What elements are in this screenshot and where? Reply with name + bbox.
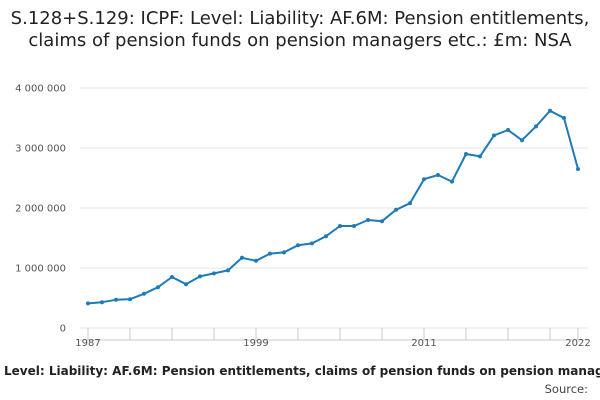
data-point <box>366 218 370 222</box>
data-point <box>436 173 440 177</box>
data-point <box>254 258 258 263</box>
data-point <box>520 138 524 143</box>
data-point <box>212 271 216 276</box>
y-tick-label: 0 <box>60 324 66 335</box>
data-point <box>380 219 384 224</box>
x-tick-label: 2022 <box>565 338 590 349</box>
data-point <box>422 177 426 182</box>
data-point <box>506 128 510 132</box>
data-point <box>464 152 468 156</box>
data-point <box>226 268 230 273</box>
y-axis-ticks: 0 1 000 000 2 000 000 3 000 000 4 000 000 <box>15 84 66 335</box>
series-group <box>86 108 580 306</box>
data-point <box>296 243 300 248</box>
data-point <box>548 108 552 113</box>
source-label: Source: <box>544 382 588 396</box>
data-point <box>576 167 580 171</box>
x-tick-label: 2011 <box>411 338 436 349</box>
data-point <box>478 154 482 159</box>
x-axis: 1987 1999 2011 2022 <box>75 328 591 349</box>
data-point <box>268 251 272 256</box>
data-point <box>310 241 314 246</box>
data-point <box>86 301 90 306</box>
series-line <box>87 109 579 305</box>
y-tick-label: 3 000 000 <box>15 144 66 155</box>
chart-title: S.128+S.129: ICPF: Level: Liability: AF.… <box>10 8 590 51</box>
data-point <box>562 116 566 120</box>
data-point <box>198 274 202 279</box>
data-point <box>114 297 118 302</box>
legend-label: Level: Liability: AF.6M: Pension entitle… <box>4 364 600 378</box>
data-point <box>338 224 342 228</box>
data-point <box>534 124 538 129</box>
y-tick-label: 1 000 000 <box>15 264 66 275</box>
grid-lines <box>80 87 588 329</box>
data-point <box>142 291 146 296</box>
x-tick-label: 1999 <box>243 338 268 349</box>
data-point <box>156 285 160 290</box>
data-point <box>184 282 188 287</box>
data-point <box>394 207 398 212</box>
data-point <box>450 179 454 184</box>
data-point <box>408 201 412 206</box>
data-point <box>128 297 132 302</box>
data-point <box>170 275 174 279</box>
data-point <box>240 255 244 260</box>
x-tick-label: 1987 <box>75 338 100 349</box>
data-point <box>282 250 286 255</box>
y-tick-label: 4 000 000 <box>15 84 66 95</box>
data-point <box>492 133 496 138</box>
y-tick-label: 2 000 000 <box>15 204 66 215</box>
data-point <box>100 300 104 305</box>
data-point <box>352 224 356 228</box>
data-point <box>324 234 328 239</box>
